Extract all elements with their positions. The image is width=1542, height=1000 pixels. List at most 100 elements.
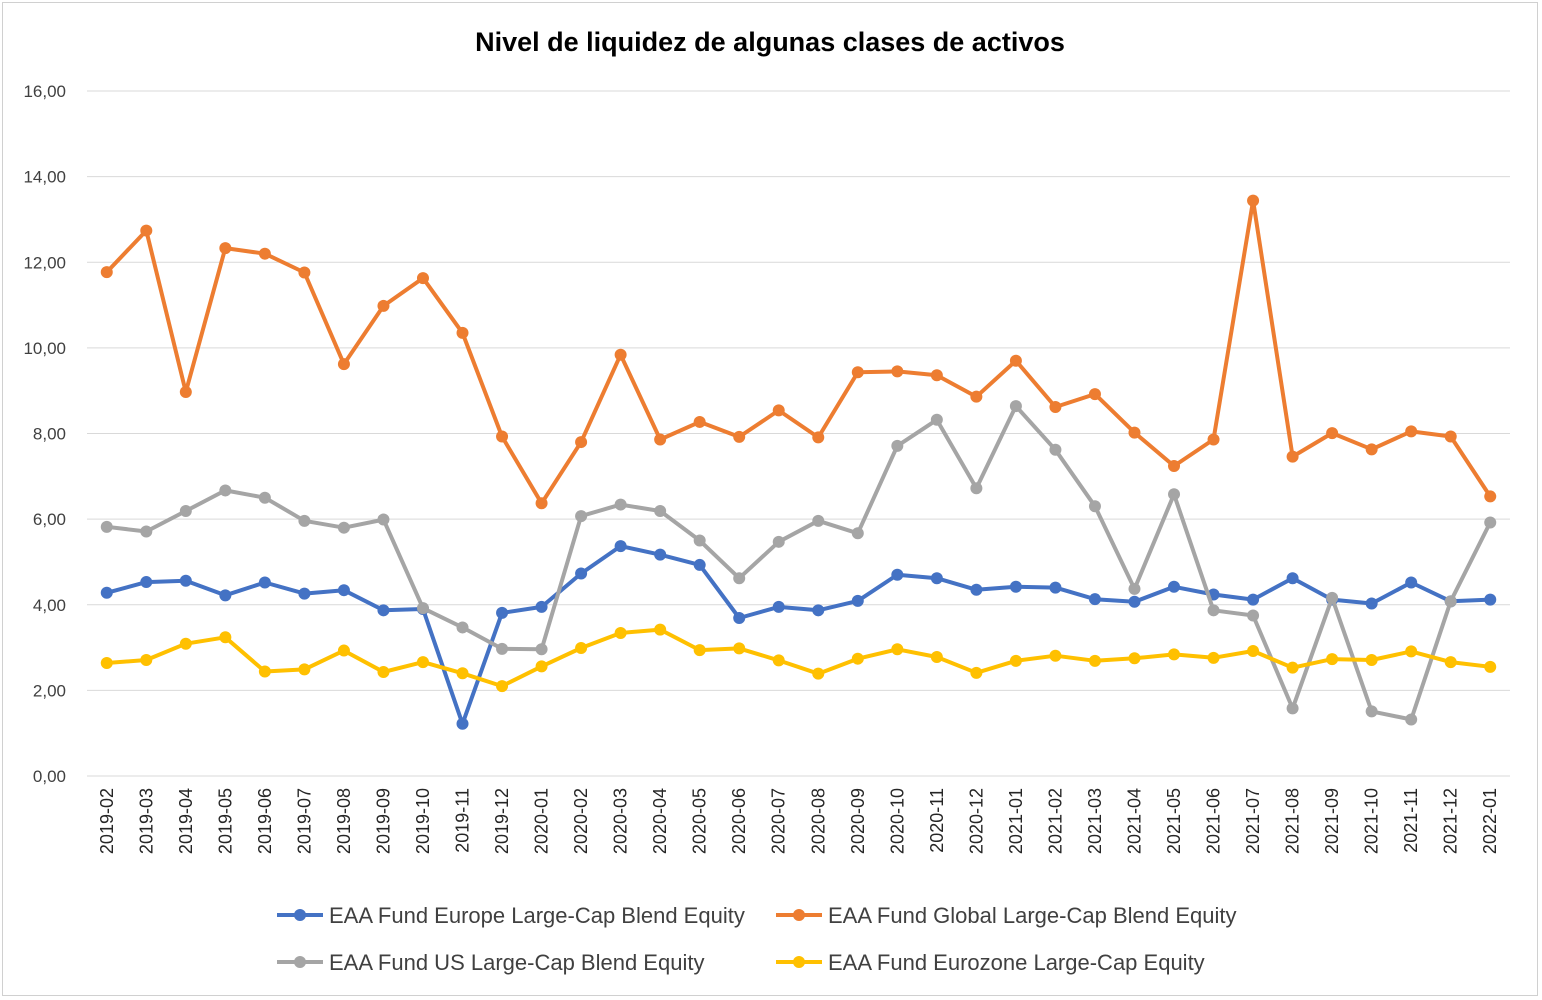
data-point bbox=[1405, 713, 1418, 726]
y-tick-label: 6,00 bbox=[33, 510, 66, 529]
data-point bbox=[456, 621, 469, 634]
data-point bbox=[575, 641, 588, 654]
data-point bbox=[693, 644, 706, 657]
legend-marker bbox=[294, 956, 306, 968]
data-point bbox=[140, 653, 153, 666]
x-tick-label: 2020-08 bbox=[808, 788, 828, 854]
data-point bbox=[496, 680, 509, 693]
legend-label: EAA Fund Eurozone Large-Cap Equity bbox=[828, 950, 1205, 975]
data-point bbox=[1444, 430, 1457, 443]
legend-label: EAA Fund Global Large-Cap Blend Equity bbox=[828, 903, 1236, 928]
x-tick-label: 2019-12 bbox=[492, 788, 512, 854]
x-tick-label: 2021-05 bbox=[1164, 788, 1184, 854]
data-point bbox=[337, 644, 350, 657]
data-point bbox=[1009, 580, 1022, 593]
data-point bbox=[1247, 593, 1260, 606]
data-point bbox=[1207, 651, 1220, 664]
x-tick-label: 2020-10 bbox=[887, 788, 907, 854]
legend-label: EAA Fund US Large-Cap Blend Equity bbox=[329, 950, 704, 975]
x-tick-label: 2019-09 bbox=[373, 788, 393, 854]
data-point bbox=[1365, 705, 1378, 718]
legend-entry: EAA Fund Global Large-Cap Blend Equity bbox=[776, 903, 1236, 928]
data-point bbox=[1405, 576, 1418, 589]
data-point bbox=[179, 504, 192, 517]
data-point bbox=[693, 415, 706, 428]
y-tick-label: 12,00 bbox=[23, 253, 66, 272]
data-point bbox=[1326, 591, 1339, 604]
x-tick-label: 2019-11 bbox=[453, 788, 473, 853]
x-tick-label: 2019-02 bbox=[97, 788, 117, 854]
x-tick-label: 2021-06 bbox=[1204, 788, 1224, 854]
data-point bbox=[614, 540, 627, 553]
data-point bbox=[733, 430, 746, 443]
y-tick-label: 16,00 bbox=[23, 82, 66, 101]
data-point bbox=[258, 247, 271, 260]
data-point bbox=[1009, 654, 1022, 667]
chart-title: Nivel de liquidez de algunas clases de a… bbox=[475, 27, 1065, 57]
x-tick-label: 2021-03 bbox=[1085, 788, 1105, 854]
data-point bbox=[851, 594, 864, 607]
x-tick-label: 2019-10 bbox=[413, 788, 433, 854]
data-point bbox=[337, 358, 350, 371]
x-tick-label: 2022-01 bbox=[1480, 788, 1500, 854]
data-point bbox=[496, 430, 509, 443]
grid-layer bbox=[87, 90, 1510, 777]
y-tick-label: 2,00 bbox=[33, 681, 66, 700]
x-tick-label: 2020-01 bbox=[532, 788, 552, 854]
data-point bbox=[219, 484, 232, 497]
data-point bbox=[1088, 654, 1101, 667]
data-point bbox=[1049, 400, 1062, 413]
data-point bbox=[891, 568, 904, 581]
x-tick-label: 2020-05 bbox=[690, 788, 710, 854]
data-point bbox=[812, 431, 825, 444]
data-point bbox=[970, 583, 983, 596]
x-tick-label: 2020-04 bbox=[650, 788, 670, 854]
data-point bbox=[535, 600, 548, 613]
x-tick-label: 2019-06 bbox=[255, 788, 275, 854]
y-axis: 0,00 2,00 4,00 6,00 8,00 10,00 12,00 14,00 16,00 bbox=[23, 82, 66, 786]
data-point bbox=[456, 717, 469, 730]
data-point bbox=[772, 404, 785, 417]
data-point bbox=[654, 504, 667, 517]
data-point bbox=[1326, 653, 1339, 666]
x-tick-label: 2020-02 bbox=[571, 788, 591, 854]
data-point bbox=[575, 436, 588, 449]
data-point bbox=[179, 637, 192, 650]
data-point bbox=[416, 656, 429, 669]
data-point bbox=[772, 600, 785, 613]
data-point bbox=[1286, 702, 1299, 715]
y-tick-label: 8,00 bbox=[33, 425, 66, 444]
data-point bbox=[1326, 427, 1339, 440]
data-point bbox=[970, 390, 983, 403]
data-point bbox=[1484, 593, 1497, 606]
x-tick-label: 2019-08 bbox=[334, 788, 354, 854]
data-point bbox=[179, 574, 192, 587]
data-point bbox=[535, 643, 548, 656]
x-tick-label: 2019-05 bbox=[215, 788, 235, 854]
data-point bbox=[1049, 443, 1062, 456]
data-point bbox=[337, 584, 350, 597]
y-tick-label: 10,00 bbox=[23, 339, 66, 358]
data-point bbox=[654, 548, 667, 561]
data-point bbox=[535, 497, 548, 510]
x-tick-label: 2021-10 bbox=[1362, 788, 1382, 854]
x-tick-label: 2019-07 bbox=[294, 788, 314, 854]
data-point bbox=[970, 482, 983, 495]
data-point bbox=[337, 521, 350, 534]
data-point bbox=[1286, 661, 1299, 674]
data-point bbox=[1247, 609, 1260, 622]
x-tick-label: 2020-07 bbox=[769, 788, 789, 854]
data-point bbox=[1128, 582, 1141, 595]
data-point bbox=[298, 663, 311, 676]
data-point bbox=[930, 572, 943, 585]
data-point bbox=[456, 667, 469, 680]
data-point bbox=[1484, 490, 1497, 503]
data-point bbox=[1484, 516, 1497, 529]
x-tick-label: 2021-11 bbox=[1401, 788, 1421, 853]
data-point bbox=[575, 567, 588, 580]
data-point bbox=[258, 665, 271, 678]
legend-entry: EAA Fund Eurozone Large-Cap Equity bbox=[776, 950, 1205, 975]
series-line bbox=[104, 198, 1493, 506]
data-point bbox=[654, 433, 667, 446]
